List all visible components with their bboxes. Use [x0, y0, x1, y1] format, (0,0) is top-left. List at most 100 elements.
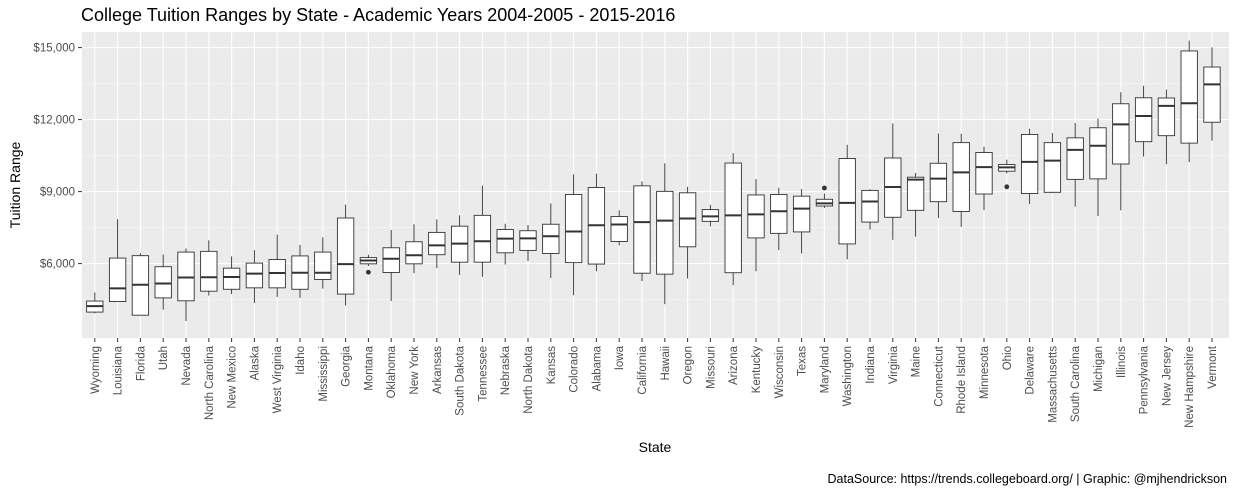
x-tick-label: North Dakota — [523, 345, 535, 413]
box-iqr — [952, 142, 970, 212]
x-tick-label: Wyoming — [90, 346, 102, 394]
x-tick-label: Texas — [797, 346, 809, 376]
box-maine — [906, 172, 925, 237]
box-iqr — [610, 216, 628, 242]
x-tick-label: Nevada — [181, 345, 193, 385]
box-iqr — [154, 266, 172, 299]
box-alabama — [587, 173, 606, 272]
x-tick-label: Florida — [135, 345, 147, 381]
box-iqr — [1043, 142, 1062, 193]
box-iqr — [314, 251, 332, 280]
box-ohio — [998, 159, 1016, 190]
box-new-hampshire — [1180, 40, 1198, 163]
box-iqr — [724, 162, 742, 274]
box-iqr — [222, 267, 241, 290]
y-tick-label: $15,000 — [33, 43, 75, 55]
box-iqr — [405, 241, 423, 265]
x-tick-label: Georgia — [341, 345, 353, 387]
box-iqr — [861, 189, 879, 223]
x-tick-label: Mississippi — [318, 346, 330, 402]
x-tick-label: Kansas — [546, 346, 558, 385]
x-tick-label: Oregon — [683, 346, 695, 384]
x-tick-label: Arizona — [728, 345, 740, 385]
box-west-virginia — [268, 234, 286, 297]
box-new-jersey — [1157, 89, 1176, 165]
chart-caption: DataSource: https://trends.collegeboard.… — [827, 472, 1227, 486]
box-north-carolina — [200, 240, 218, 296]
box-nevada — [177, 248, 195, 321]
x-tick-label: Montana — [363, 345, 375, 390]
box-iqr — [428, 231, 446, 256]
box-iqr — [770, 194, 788, 234]
x-tick-label: Illinois — [1116, 346, 1128, 378]
x-tick-label: Tennessee — [477, 346, 489, 402]
chart-title: College Tuition Ranges by State - Academ… — [81, 5, 676, 25]
box-oregon — [678, 186, 697, 279]
y-tick-label: $9,000 — [40, 187, 75, 199]
x-tick-label: Delaware — [1025, 346, 1037, 395]
x-tick-label: Maryland — [819, 346, 831, 393]
box-iqr — [1203, 66, 1221, 123]
x-axis-title: State — [639, 439, 672, 455]
box-florida — [131, 253, 150, 316]
x-tick-label: Ohio — [1002, 346, 1014, 370]
box-idaho — [291, 244, 309, 298]
box-connecticut — [929, 133, 948, 218]
box-iqr — [906, 176, 925, 211]
x-tick-label: Arkansas — [432, 346, 444, 394]
x-tick-label: Massachusetts — [1047, 346, 1059, 423]
x-tick-label: New Mexico — [227, 346, 239, 409]
box-north-dakota — [519, 224, 537, 261]
x-tick-label: Idaho — [295, 346, 307, 375]
box-iqr — [838, 158, 856, 245]
box-virginia — [884, 123, 902, 240]
box-colorado — [564, 174, 583, 296]
box-utah — [154, 254, 172, 310]
box-mississippi — [314, 237, 332, 289]
box-iqr — [1134, 97, 1153, 143]
y-tick-label: $6,000 — [40, 259, 75, 271]
box-washington — [838, 144, 856, 260]
box-delaware — [1020, 128, 1039, 205]
box-iqr — [1112, 103, 1130, 165]
box-arizona — [724, 153, 742, 286]
box-iqr — [336, 217, 355, 295]
box-texas — [792, 188, 811, 254]
box-iqr — [200, 250, 218, 292]
x-tick-label: Washington — [842, 346, 854, 406]
box-iqr — [1020, 134, 1039, 194]
box-tennessee — [473, 185, 492, 277]
x-tick-label: New Jersey — [1161, 346, 1173, 406]
x-tick-label: Alaska — [249, 345, 261, 380]
box-iqr — [1089, 127, 1107, 180]
box-iqr — [792, 195, 811, 233]
box-georgia — [336, 204, 355, 306]
x-tick-label: Wisconsin — [774, 346, 786, 398]
box-iqr — [542, 223, 560, 254]
box-louisiana — [108, 219, 127, 302]
box-oklahoma — [382, 230, 400, 302]
box-massachusetts — [1043, 133, 1062, 193]
y-tick-label: $12,000 — [33, 115, 75, 127]
box-rhode-island — [952, 133, 970, 227]
box-michigan — [1089, 118, 1107, 216]
box-montana — [359, 254, 378, 275]
x-tick-label: Missouri — [705, 346, 717, 389]
box-south-carolina — [1066, 122, 1084, 207]
y-axis-title: Tuition Range — [7, 141, 23, 228]
box-iqr — [747, 194, 765, 239]
box-kentucky — [747, 179, 765, 272]
x-tick-label: Louisiana — [113, 345, 125, 395]
box-iqr — [975, 152, 993, 195]
x-tick-label: Iowa — [614, 345, 626, 370]
box-iqr — [929, 162, 948, 203]
box-vermont — [1203, 47, 1221, 141]
box-kansas — [542, 203, 560, 278]
box-wyoming — [86, 292, 104, 314]
x-tick-label: South Dakota — [455, 345, 467, 415]
box-alaska — [245, 250, 264, 303]
grid-lines — [82, 32, 1229, 338]
x-tick-label: Colorado — [569, 346, 581, 393]
box-iqr — [1157, 97, 1176, 137]
